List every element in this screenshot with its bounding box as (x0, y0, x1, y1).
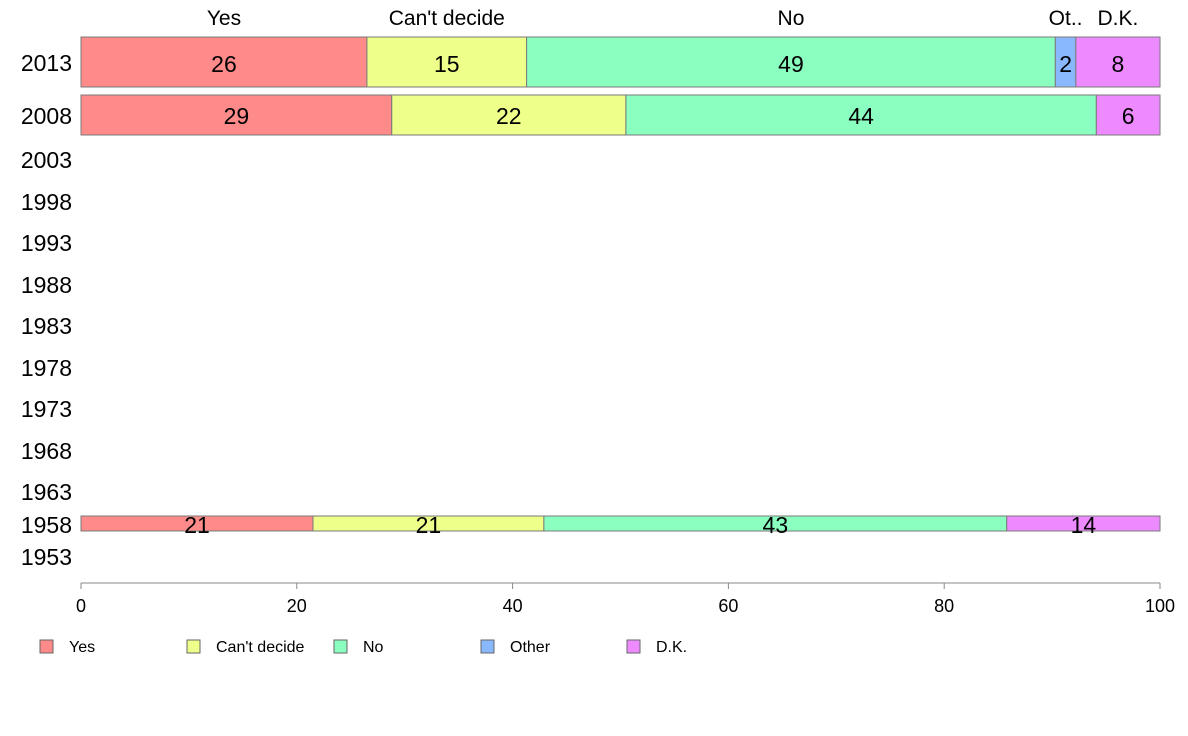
bar-segment-2008-yes (80, 94, 393, 136)
column-label-0: Yes (207, 7, 241, 30)
legend-swatch-4 (626, 639, 641, 654)
x-tick-label-40: 40 (503, 596, 523, 616)
legend-label-0: Yes (69, 639, 95, 656)
x-tick-label-20: 20 (287, 596, 307, 616)
year-label-2008: 2008 (21, 103, 72, 129)
data-label-2008-4: 6 (1122, 103, 1135, 129)
bar-segment-2008-can-t-decide (391, 94, 627, 136)
year-label-1993: 1993 (21, 230, 72, 256)
year-label-1983: 1983 (21, 313, 72, 339)
year-label-1988: 1988 (21, 272, 72, 298)
data-label-2013-1: 15 (434, 51, 460, 77)
bar-segment-2013-d-k- (1075, 36, 1161, 88)
data-label-1958-4: 14 (1071, 512, 1097, 538)
year-label-1958: 1958 (21, 512, 72, 538)
data-label-2008-0: 29 (224, 103, 250, 129)
legend-label-3: Other (510, 639, 551, 656)
x-tick-label-60: 60 (718, 596, 738, 616)
x-tick-label-80: 80 (934, 596, 954, 616)
legend-swatch-2 (333, 639, 348, 654)
data-label-2008-1: 22 (496, 103, 522, 129)
legend-label-4: D.K. (656, 639, 687, 656)
column-label-3: Ot.. (1049, 7, 1083, 30)
bar-segment-2013-yes (80, 36, 368, 88)
data-label-1958-0: 21 (184, 512, 210, 538)
year-label-1973: 1973 (21, 396, 72, 422)
data-label-2013-3: 2 (1059, 51, 1072, 77)
column-label-1: Can't decide (389, 7, 505, 30)
bar-segment-2013-can-t-decide (366, 36, 528, 88)
bar-segment-2013-no (526, 36, 1056, 88)
year-label-2003: 2003 (21, 147, 72, 173)
year-label-2013: 2013 (21, 50, 72, 76)
legend-label-1: Can't decide (216, 639, 305, 656)
data-label-2008-2: 44 (848, 103, 874, 129)
legend-swatch-1 (186, 639, 201, 654)
data-label-1958-1: 21 (416, 512, 442, 538)
column-label-4: D.K. (1097, 7, 1138, 30)
legend-label-2: No (363, 639, 384, 656)
year-label-1953: 1953 (21, 544, 72, 570)
year-label-1978: 1978 (21, 355, 72, 381)
bar-segment-2008-no (625, 94, 1097, 136)
x-tick-label-0: 0 (76, 596, 86, 616)
data-label-2013-2: 49 (778, 51, 804, 77)
data-label-2013-4: 8 (1112, 51, 1125, 77)
year-label-1963: 1963 (21, 479, 72, 505)
column-label-2: No (778, 7, 805, 30)
year-label-1998: 1998 (21, 189, 72, 215)
legend-swatch-3 (480, 639, 495, 654)
bar-segment-1958-d-k- (1006, 515, 1161, 532)
data-label-1958-2: 43 (763, 512, 789, 538)
bar-segment-2008-d-k- (1095, 94, 1161, 136)
data-label-2013-0: 26 (211, 51, 237, 77)
x-tick-label-100: 100 (1145, 596, 1175, 616)
legend-swatch-0 (39, 639, 54, 654)
year-label-1968: 1968 (21, 438, 72, 464)
